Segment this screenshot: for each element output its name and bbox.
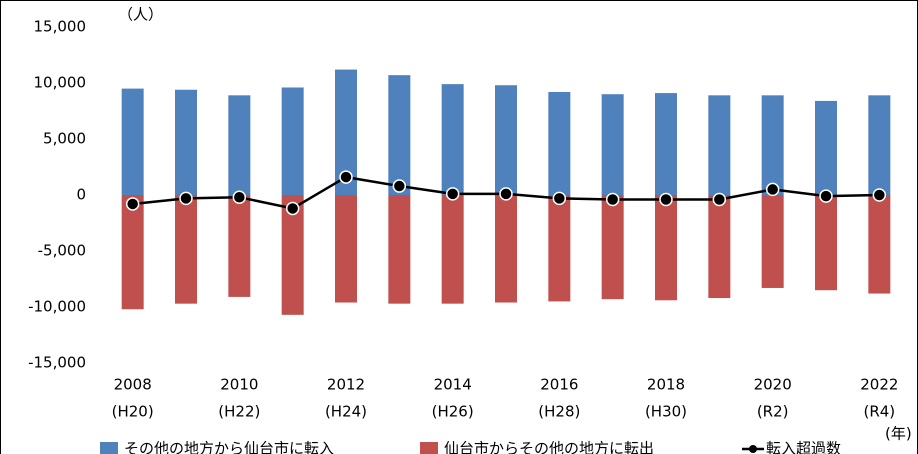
x-tick-label: 2022: [860, 376, 898, 394]
bar: [548, 91, 571, 195]
bar: [601, 94, 624, 195]
y-tick-label: -5,000: [38, 242, 86, 260]
line-marker: [872, 188, 887, 202]
bar: [228, 95, 251, 195]
line-marker: [445, 187, 460, 201]
legend-label: 仙台市からその他の地方に転出: [444, 440, 654, 454]
x-tick-sublabel: (R2): [757, 403, 789, 421]
x-unit-label: (年): [885, 425, 912, 443]
y-tick-label: 10,000: [34, 74, 87, 92]
bar: [655, 93, 677, 195]
x-tick-sublabel: (H24): [325, 403, 367, 421]
line-marker: [659, 192, 673, 207]
bar: [868, 95, 891, 195]
line-marker: [125, 197, 140, 211]
bar: [281, 87, 304, 195]
bar: [868, 195, 891, 294]
bar: [228, 195, 251, 297]
line-marker: [232, 190, 247, 204]
line-marker: [712, 192, 727, 207]
bar: [548, 195, 571, 302]
line-marker: [765, 182, 780, 197]
legend-marker: [749, 445, 757, 453]
bar: [495, 195, 517, 303]
bar: [815, 195, 837, 291]
x-tick-label: 2018: [647, 376, 685, 394]
bar: [388, 75, 411, 195]
bar: [441, 84, 464, 195]
y-tick-label: 5,000: [43, 130, 86, 148]
x-tick-label: 2014: [434, 376, 472, 394]
line-marker: [179, 191, 193, 206]
x-tick-sublabel: (H30): [645, 403, 687, 421]
bar: [708, 195, 731, 299]
legend-label: その他の地方から仙台市に転入: [124, 440, 334, 454]
y-tick-label: -15,000: [28, 354, 86, 372]
bar: [655, 195, 677, 301]
bar: [815, 100, 837, 195]
bar: [121, 195, 144, 310]
x-tick-label: 2020: [754, 376, 792, 394]
bar: [761, 195, 784, 288]
line-marker: [392, 179, 407, 193]
bar: [121, 88, 144, 195]
bar: [388, 195, 411, 304]
x-tick-sublabel: (H28): [538, 403, 580, 421]
bar: [495, 85, 517, 195]
y-tick-label: 15,000: [34, 18, 87, 36]
x-tick-label: 2012: [327, 376, 365, 394]
bar: [761, 95, 784, 195]
line-marker: [499, 187, 513, 201]
bar: [441, 195, 464, 304]
x-tick-sublabel: (H26): [432, 403, 474, 421]
x-tick-sublabel: (H20): [112, 403, 154, 421]
unit-label: （人）: [118, 6, 163, 24]
bar: [175, 89, 197, 195]
bar: [175, 195, 197, 304]
y-tick-label: -10,000: [28, 298, 86, 316]
line-marker: [339, 170, 353, 184]
bar: [281, 195, 304, 315]
x-tick-label: 2010: [220, 376, 258, 394]
x-tick-label: 2008: [114, 376, 152, 394]
line-marker: [605, 192, 620, 207]
bar: [335, 69, 357, 195]
y-tick-label: 0: [76, 186, 86, 204]
bar: [335, 195, 357, 303]
bar: [601, 195, 624, 300]
legend-label: 転入超過数: [766, 440, 841, 454]
line-marker: [819, 189, 833, 203]
line-marker: [285, 201, 300, 216]
bar: [708, 95, 731, 195]
x-tick-sublabel: (R4): [863, 403, 895, 421]
line-marker: [552, 191, 567, 206]
legend-swatch: [100, 442, 118, 454]
x-tick-sublabel: (H22): [218, 403, 260, 421]
legend-swatch: [420, 442, 438, 454]
x-tick-label: 2016: [540, 376, 578, 394]
